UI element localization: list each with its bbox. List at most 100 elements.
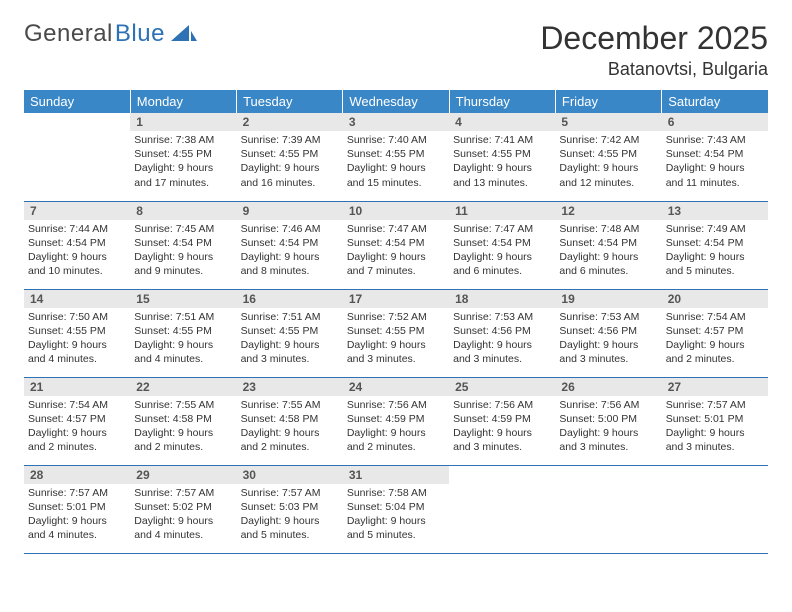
day-body: Sunrise: 7:42 AMSunset: 4:55 PMDaylight:…: [555, 131, 661, 194]
daylight-text: Daylight: 9 hours and 3 minutes.: [559, 338, 657, 366]
calendar-day-cell: 7Sunrise: 7:44 AMSunset: 4:54 PMDaylight…: [24, 201, 130, 289]
day-body: Sunrise: 7:41 AMSunset: 4:55 PMDaylight:…: [449, 131, 555, 194]
day-number: 30: [237, 466, 343, 484]
sunset-text: Sunset: 4:54 PM: [134, 236, 232, 250]
calendar-day-cell: 1Sunrise: 7:38 AMSunset: 4:55 PMDaylight…: [130, 113, 236, 201]
day-body: Sunrise: 7:58 AMSunset: 5:04 PMDaylight:…: [343, 484, 449, 547]
day-number: 11: [449, 202, 555, 220]
sunset-text: Sunset: 5:01 PM: [28, 500, 126, 514]
calendar-day-cell: 2Sunrise: 7:39 AMSunset: 4:55 PMDaylight…: [237, 113, 343, 201]
sunset-text: Sunset: 4:54 PM: [666, 236, 764, 250]
sunrise-text: Sunrise: 7:40 AM: [347, 133, 445, 147]
sunrise-text: Sunrise: 7:56 AM: [453, 398, 551, 412]
daylight-text: Daylight: 9 hours and 2 minutes.: [28, 426, 126, 454]
day-number: 25: [449, 378, 555, 396]
day-body: Sunrise: 7:49 AMSunset: 4:54 PMDaylight:…: [662, 220, 768, 283]
daylight-text: Daylight: 9 hours and 11 minutes.: [666, 161, 764, 189]
day-number: 23: [237, 378, 343, 396]
calendar-page: GeneralBlue December 2025 Batanovtsi, Bu…: [0, 0, 792, 554]
weekday-header-row: Sunday Monday Tuesday Wednesday Thursday…: [24, 90, 768, 113]
calendar-day-cell: [662, 465, 768, 553]
daylight-text: Daylight: 9 hours and 4 minutes.: [134, 514, 232, 542]
sunrise-text: Sunrise: 7:56 AM: [347, 398, 445, 412]
logo-text-blue: Blue: [115, 20, 165, 48]
day-body: Sunrise: 7:47 AMSunset: 4:54 PMDaylight:…: [343, 220, 449, 283]
daylight-text: Daylight: 9 hours and 17 minutes.: [134, 161, 232, 189]
day-body: Sunrise: 7:50 AMSunset: 4:55 PMDaylight:…: [24, 308, 130, 371]
day-body: Sunrise: 7:57 AMSunset: 5:01 PMDaylight:…: [662, 396, 768, 459]
daylight-text: Daylight: 9 hours and 16 minutes.: [241, 161, 339, 189]
day-body: Sunrise: 7:38 AMSunset: 4:55 PMDaylight:…: [130, 131, 236, 194]
sunrise-text: Sunrise: 7:58 AM: [347, 486, 445, 500]
header-row: GeneralBlue December 2025 Batanovtsi, Bu…: [24, 20, 768, 80]
calendar-day-cell: 17Sunrise: 7:52 AMSunset: 4:55 PMDayligh…: [343, 289, 449, 377]
day-body: Sunrise: 7:46 AMSunset: 4:54 PMDaylight:…: [237, 220, 343, 283]
sunrise-text: Sunrise: 7:49 AM: [666, 222, 764, 236]
sunrise-text: Sunrise: 7:54 AM: [666, 310, 764, 324]
sunset-text: Sunset: 4:59 PM: [453, 412, 551, 426]
day-body: Sunrise: 7:51 AMSunset: 4:55 PMDaylight:…: [237, 308, 343, 371]
day-body: Sunrise: 7:52 AMSunset: 4:55 PMDaylight:…: [343, 308, 449, 371]
sunset-text: Sunset: 4:55 PM: [559, 147, 657, 161]
sunset-text: Sunset: 5:01 PM: [666, 412, 764, 426]
calendar-day-cell: 14Sunrise: 7:50 AMSunset: 4:55 PMDayligh…: [24, 289, 130, 377]
daylight-text: Daylight: 9 hours and 3 minutes.: [453, 338, 551, 366]
day-number: 20: [662, 290, 768, 308]
calendar-day-cell: 16Sunrise: 7:51 AMSunset: 4:55 PMDayligh…: [237, 289, 343, 377]
calendar-day-cell: [555, 465, 661, 553]
sunrise-text: Sunrise: 7:43 AM: [666, 133, 764, 147]
sunset-text: Sunset: 4:55 PM: [134, 324, 232, 338]
day-number: 13: [662, 202, 768, 220]
daylight-text: Daylight: 9 hours and 5 minutes.: [347, 514, 445, 542]
sunrise-text: Sunrise: 7:47 AM: [453, 222, 551, 236]
day-number: 10: [343, 202, 449, 220]
calendar-day-cell: 22Sunrise: 7:55 AMSunset: 4:58 PMDayligh…: [130, 377, 236, 465]
calendar-day-cell: 10Sunrise: 7:47 AMSunset: 4:54 PMDayligh…: [343, 201, 449, 289]
day-number: 19: [555, 290, 661, 308]
logo-sail-icon: [171, 25, 197, 43]
calendar-day-cell: 4Sunrise: 7:41 AMSunset: 4:55 PMDaylight…: [449, 113, 555, 201]
calendar-day-cell: 20Sunrise: 7:54 AMSunset: 4:57 PMDayligh…: [662, 289, 768, 377]
daylight-text: Daylight: 9 hours and 9 minutes.: [134, 250, 232, 278]
sunrise-text: Sunrise: 7:57 AM: [28, 486, 126, 500]
calendar-week-row: 14Sunrise: 7:50 AMSunset: 4:55 PMDayligh…: [24, 289, 768, 377]
sunset-text: Sunset: 4:54 PM: [28, 236, 126, 250]
calendar-day-cell: [449, 465, 555, 553]
day-number: 16: [237, 290, 343, 308]
calendar-day-cell: 21Sunrise: 7:54 AMSunset: 4:57 PMDayligh…: [24, 377, 130, 465]
sunset-text: Sunset: 4:54 PM: [559, 236, 657, 250]
day-number: 27: [662, 378, 768, 396]
day-number: 8: [130, 202, 236, 220]
calendar-day-cell: 11Sunrise: 7:47 AMSunset: 4:54 PMDayligh…: [449, 201, 555, 289]
calendar-day-cell: 29Sunrise: 7:57 AMSunset: 5:02 PMDayligh…: [130, 465, 236, 553]
sunrise-text: Sunrise: 7:47 AM: [347, 222, 445, 236]
sunset-text: Sunset: 5:04 PM: [347, 500, 445, 514]
sunset-text: Sunset: 4:58 PM: [134, 412, 232, 426]
daylight-text: Daylight: 9 hours and 12 minutes.: [559, 161, 657, 189]
calendar-body: 1Sunrise: 7:38 AMSunset: 4:55 PMDaylight…: [24, 113, 768, 553]
sunset-text: Sunset: 4:54 PM: [347, 236, 445, 250]
day-number: 14: [24, 290, 130, 308]
weekday-header: Tuesday: [237, 90, 343, 113]
day-body: Sunrise: 7:45 AMSunset: 4:54 PMDaylight:…: [130, 220, 236, 283]
location: Batanovtsi, Bulgaria: [540, 59, 768, 80]
daylight-text: Daylight: 9 hours and 2 minutes.: [134, 426, 232, 454]
daylight-text: Daylight: 9 hours and 5 minutes.: [666, 250, 764, 278]
calendar-table: Sunday Monday Tuesday Wednesday Thursday…: [24, 90, 768, 554]
day-body: Sunrise: 7:55 AMSunset: 4:58 PMDaylight:…: [130, 396, 236, 459]
daylight-text: Daylight: 9 hours and 4 minutes.: [28, 338, 126, 366]
day-number: 31: [343, 466, 449, 484]
calendar-day-cell: 24Sunrise: 7:56 AMSunset: 4:59 PMDayligh…: [343, 377, 449, 465]
sunrise-text: Sunrise: 7:46 AM: [241, 222, 339, 236]
daylight-text: Daylight: 9 hours and 3 minutes.: [453, 426, 551, 454]
sunrise-text: Sunrise: 7:41 AM: [453, 133, 551, 147]
logo-text-gray: General: [24, 20, 113, 48]
day-number: 17: [343, 290, 449, 308]
sunrise-text: Sunrise: 7:51 AM: [241, 310, 339, 324]
sunset-text: Sunset: 4:57 PM: [666, 324, 764, 338]
sunset-text: Sunset: 4:55 PM: [241, 324, 339, 338]
sunset-text: Sunset: 4:56 PM: [453, 324, 551, 338]
daylight-text: Daylight: 9 hours and 13 minutes.: [453, 161, 551, 189]
day-number: 15: [130, 290, 236, 308]
daylight-text: Daylight: 9 hours and 8 minutes.: [241, 250, 339, 278]
